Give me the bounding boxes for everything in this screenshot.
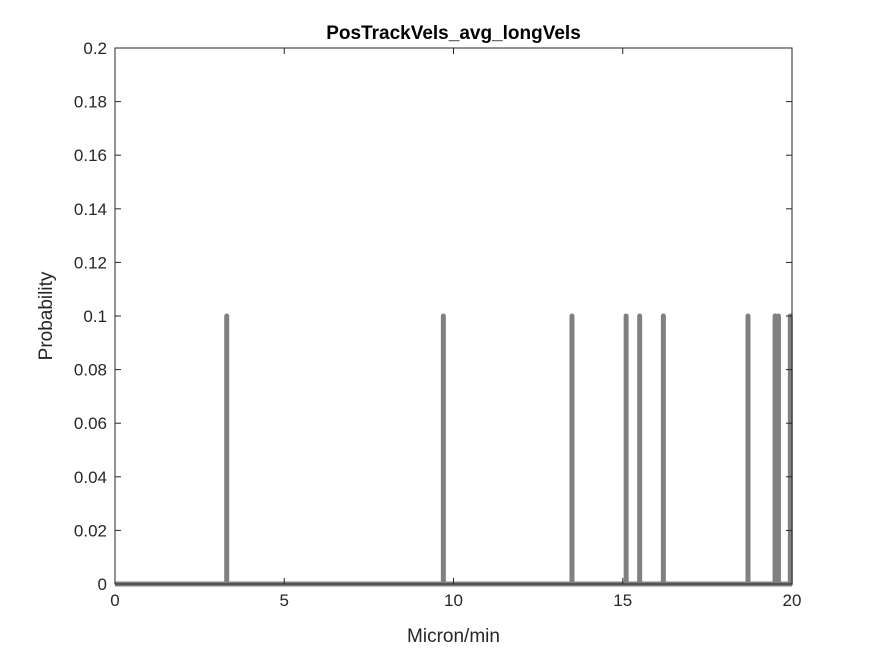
y-tick-label: 0.12: [74, 253, 107, 272]
x-axis-label: Micron/min: [407, 626, 500, 647]
y-tick-label: 0.2: [83, 39, 107, 58]
y-tick-label: 0.14: [74, 200, 107, 219]
y-tick-label: 0.16: [74, 146, 107, 165]
x-tick-label: 5: [280, 591, 289, 610]
y-axis-label: Probability: [36, 271, 57, 360]
chart-title: PosTrackVels_avg_longVels: [326, 23, 581, 44]
series-layer: [115, 313, 793, 587]
x-tick-label: 0: [110, 591, 119, 610]
x-tick-label: 20: [783, 591, 802, 610]
y-tick-label: 0: [98, 575, 107, 594]
x-tick-label: 10: [444, 591, 463, 610]
y-tick-label: 0.08: [74, 361, 107, 380]
y-tick-label: 0.06: [74, 414, 107, 433]
y-tick-label: 0.1: [83, 307, 107, 326]
axes-layer: 0 5 10 15 20 0 0.02 0.04 0.06 0.08 0.1 0.12 0.14 0.16…: [74, 39, 802, 610]
y-tick-label: 0.04: [74, 468, 107, 487]
y-tick-label: 0.18: [74, 93, 107, 112]
y-tick-label: 0.02: [74, 521, 107, 540]
x-tick-label: 15: [613, 591, 632, 610]
plot-area: [115, 48, 792, 584]
